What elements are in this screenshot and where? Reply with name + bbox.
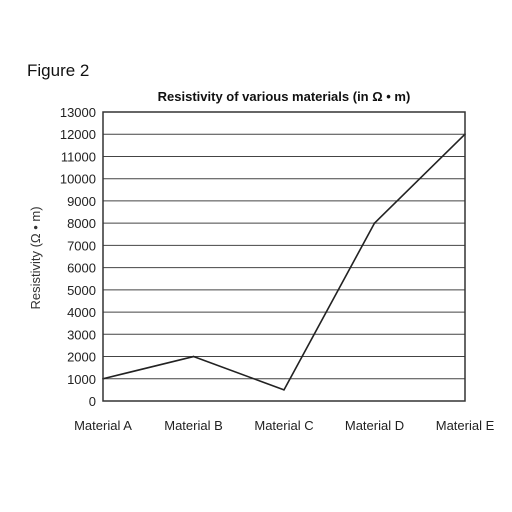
y-tick-label: 7000 [67, 238, 96, 253]
line-segment [283, 222, 376, 391]
gridlines [103, 133, 465, 380]
x-tick-label: Material A [74, 418, 132, 433]
y-tick-label: 1000 [67, 372, 96, 387]
series-lines [102, 133, 466, 391]
y-tick-label: 3000 [67, 327, 96, 342]
x-tick-label: Material E [436, 418, 495, 433]
plot-frame [102, 111, 466, 402]
x-tick-label: Material B [164, 418, 223, 433]
y-tick-label: 13000 [60, 105, 96, 120]
y-tick-label: 6000 [67, 261, 96, 276]
y-axis-label: Resistivity (Ω • m) [28, 206, 43, 309]
chart-title: Resistivity of various materials (in Ω •… [158, 89, 411, 104]
y-tick-labels: 0 1000 2000 3000 4000 5000 6000 7000 8000 9000 100… [60, 105, 96, 409]
x-tick-label: Material C [254, 418, 313, 433]
x-tick-labels: Material A Material B Material C Material D… [74, 418, 494, 433]
data-point [192, 355, 195, 358]
line-segment [193, 355, 285, 391]
y-tick-label: 11000 [61, 149, 96, 164]
y-tick-label: 9000 [67, 194, 96, 209]
y-tick-label: 12000 [60, 127, 96, 142]
y-tick-label: 4000 [67, 305, 96, 320]
y-tick-label: 2000 [67, 350, 96, 365]
y-tick-label: 8000 [67, 216, 96, 231]
x-tick-label: Material D [345, 418, 404, 433]
data-point [283, 388, 285, 391]
figure-label: Figure 2 [27, 61, 89, 80]
y-tick-label: 0 [89, 394, 96, 409]
y-tick-label: 10000 [60, 172, 96, 187]
line-segment [373, 133, 466, 224]
y-tick-label: 5000 [67, 283, 96, 298]
line-segment [102, 355, 194, 380]
data-point [373, 222, 376, 225]
